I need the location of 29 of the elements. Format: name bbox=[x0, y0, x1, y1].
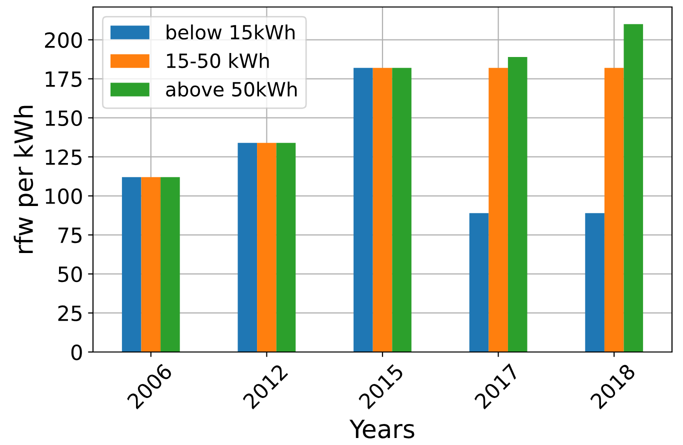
bar bbox=[276, 142, 296, 352]
bar bbox=[469, 213, 489, 352]
bar bbox=[238, 142, 258, 352]
bar bbox=[354, 68, 373, 352]
legend-label: above 50kWh bbox=[166, 82, 297, 97]
y-tick-label: 125 bbox=[46, 149, 82, 166]
bar bbox=[141, 177, 161, 352]
bar bbox=[372, 68, 392, 352]
y-tick-label: 0 bbox=[71, 344, 82, 360]
bar bbox=[257, 142, 276, 352]
y-tick-label: 200 bbox=[45, 32, 82, 48]
y-axis-title: rfw per kWh bbox=[14, 106, 38, 254]
bar bbox=[160, 177, 180, 352]
y-tick-label: 175 bbox=[46, 72, 82, 88]
bar bbox=[508, 56, 528, 352]
bar bbox=[122, 177, 142, 352]
bar bbox=[585, 213, 604, 352]
bar bbox=[604, 68, 624, 352]
y-tick-label: 50 bbox=[58, 266, 82, 282]
legend-label: 15-50 kWh bbox=[167, 53, 269, 68]
y-tick-label: 75 bbox=[58, 228, 82, 244]
y-tick-label: 25 bbox=[58, 305, 82, 322]
bar bbox=[392, 68, 412, 352]
legend-label: below 15kWh bbox=[166, 24, 295, 40]
y-tick-label: 100 bbox=[46, 188, 82, 204]
y-tick-label: 150 bbox=[46, 110, 82, 126]
bar bbox=[488, 68, 508, 352]
x-axis-title: Years bbox=[349, 420, 414, 438]
bar bbox=[624, 24, 644, 352]
